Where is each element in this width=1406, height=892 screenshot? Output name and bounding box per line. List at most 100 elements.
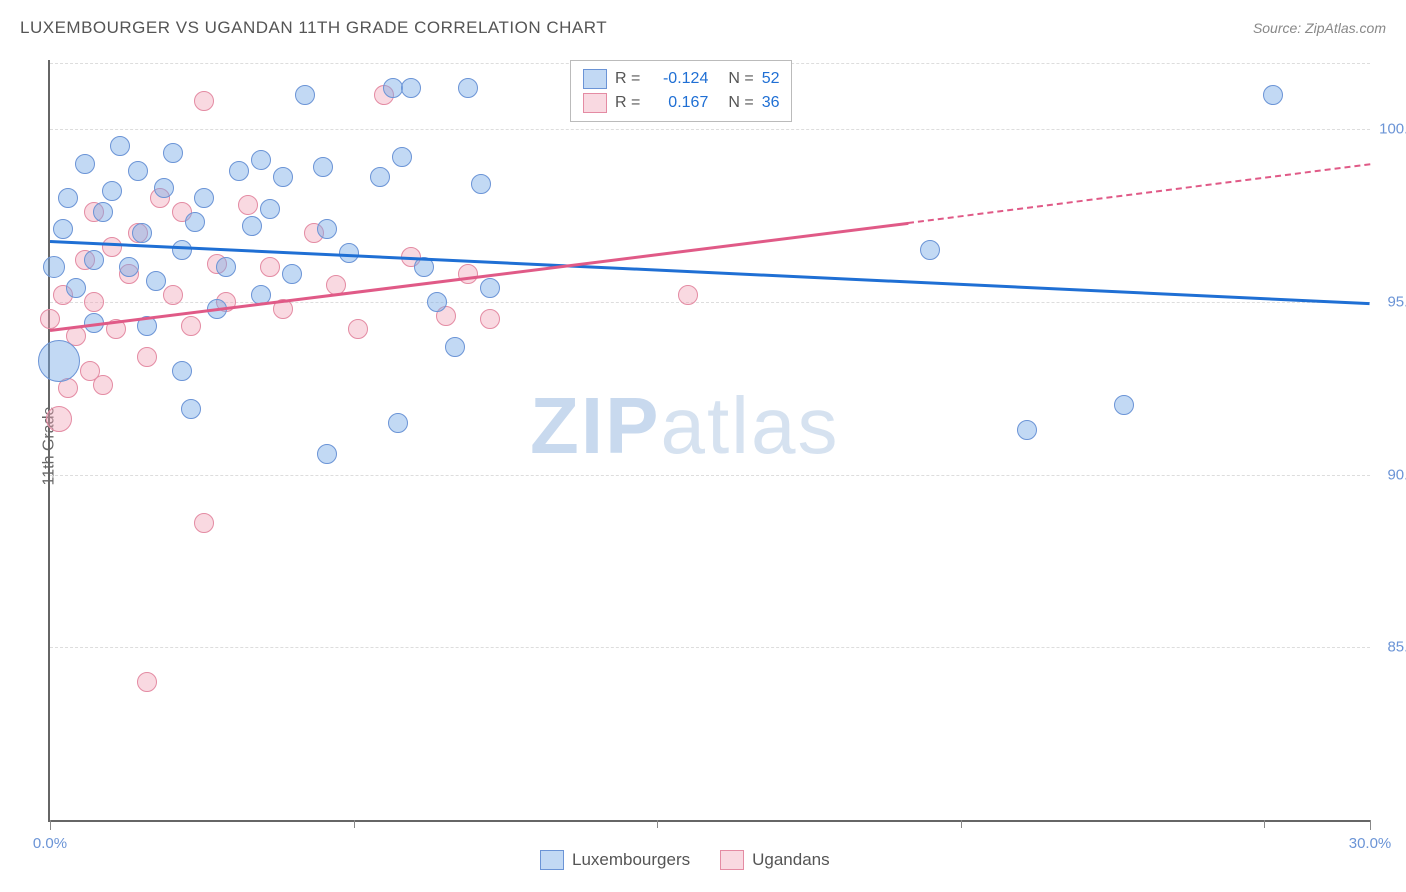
scatter-point-pink [458, 264, 478, 284]
scatter-point-pink [84, 292, 104, 312]
scatter-point-pink [137, 672, 157, 692]
r-value: 0.167 [648, 94, 708, 112]
r-label: R = [615, 70, 640, 88]
chart-container: LUXEMBOURGER VS UGANDAN 11TH GRADE CORRE… [0, 0, 1406, 892]
chart-title: LUXEMBOURGER VS UGANDAN 11TH GRADE CORRE… [20, 18, 607, 38]
scatter-point-blue [458, 78, 478, 98]
scatter-point-pink [46, 406, 72, 432]
scatter-point-blue [260, 199, 280, 219]
scatter-point-blue [401, 78, 421, 98]
scatter-point-blue [84, 250, 104, 270]
pink-swatch-icon [720, 850, 744, 870]
scatter-point-pink [348, 319, 368, 339]
scatter-point-pink [480, 309, 500, 329]
scatter-point-blue [1114, 395, 1134, 415]
legend-label: Ugandans [752, 850, 830, 870]
x-tick-label: 30.0% [1349, 835, 1392, 852]
n-value: 36 [762, 94, 780, 112]
x-tick-mark [1370, 820, 1371, 830]
scatter-point-pink [260, 257, 280, 277]
gridline [50, 475, 1370, 476]
scatter-point-blue [313, 157, 333, 177]
scatter-point-pink [137, 347, 157, 367]
y-tick-label: 85.0% [1375, 639, 1406, 656]
scatter-point-pink [194, 513, 214, 533]
y-tick-label: 95.0% [1375, 293, 1406, 310]
scatter-point-pink [40, 309, 60, 329]
x-tick-mark [354, 820, 355, 828]
scatter-point-blue [146, 271, 166, 291]
scatter-point-blue [185, 212, 205, 232]
legend-label: Luxembourgers [572, 850, 690, 870]
scatter-point-pink [238, 195, 258, 215]
scatter-point-blue [273, 167, 293, 187]
legend-item: Luxembourgers [540, 850, 690, 870]
scatter-point-blue [53, 219, 73, 239]
scatter-point-blue [102, 181, 122, 201]
trendline-pink-dashed [908, 164, 1370, 225]
scatter-point-pink [181, 316, 201, 336]
y-tick-label: 100.0% [1375, 121, 1406, 138]
blue-swatch-icon [583, 69, 607, 89]
scatter-point-blue [471, 174, 491, 194]
scatter-point-blue [427, 292, 447, 312]
scatter-point-pink [678, 285, 698, 305]
x-tick-mark [657, 820, 658, 828]
scatter-point-blue [242, 216, 262, 236]
scatter-point-blue [392, 147, 412, 167]
scatter-point-blue [251, 150, 271, 170]
scatter-point-blue [1263, 85, 1283, 105]
gridline [50, 647, 1370, 648]
scatter-point-blue [75, 154, 95, 174]
blue-swatch-icon [540, 850, 564, 870]
scatter-point-blue [194, 188, 214, 208]
plot-area: ZIPatlas 85.0%90.0%95.0%100.0%0.0%30.0%R… [48, 60, 1370, 822]
scatter-point-blue [58, 188, 78, 208]
legend-row: R = 0.167 N = 36 [583, 91, 779, 115]
scatter-point-blue [370, 167, 390, 187]
scatter-point-blue [110, 136, 130, 156]
scatter-point-blue [38, 340, 80, 382]
gridline [50, 302, 1370, 303]
scatter-point-blue [1017, 420, 1037, 440]
scatter-point-blue [317, 444, 337, 464]
scatter-point-blue [132, 223, 152, 243]
x-tick-mark [961, 820, 962, 828]
scatter-point-blue [445, 337, 465, 357]
scatter-point-blue [216, 257, 236, 277]
r-label: R = [615, 94, 640, 112]
x-tick-mark [50, 820, 51, 830]
scatter-point-blue [172, 361, 192, 381]
scatter-point-pink [163, 285, 183, 305]
x-tick-label: 0.0% [33, 835, 67, 852]
y-tick-label: 90.0% [1375, 466, 1406, 483]
source-label: Source: ZipAtlas.com [1253, 20, 1386, 36]
watermark: ZIPatlas [530, 380, 839, 472]
n-label: N = [728, 70, 753, 88]
scatter-point-blue [480, 278, 500, 298]
scatter-point-blue [295, 85, 315, 105]
pink-swatch-icon [583, 93, 607, 113]
legend-bottom: Luxembourgers Ugandans [540, 850, 830, 870]
n-label: N = [728, 94, 753, 112]
scatter-point-blue [163, 143, 183, 163]
scatter-point-blue [154, 178, 174, 198]
legend-top: R = -0.124 N = 52 R = 0.167 N = 36 [570, 60, 792, 122]
scatter-point-blue [43, 256, 65, 278]
scatter-point-blue [181, 399, 201, 419]
scatter-point-blue [282, 264, 302, 284]
legend-item: Ugandans [720, 850, 830, 870]
scatter-point-blue [920, 240, 940, 260]
scatter-point-blue [172, 240, 192, 260]
r-value: -0.124 [648, 70, 708, 88]
scatter-point-blue [93, 202, 113, 222]
scatter-point-blue [317, 219, 337, 239]
scatter-point-blue [128, 161, 148, 181]
n-value: 52 [762, 70, 780, 88]
legend-row: R = -0.124 N = 52 [583, 67, 779, 91]
gridline [50, 129, 1370, 130]
scatter-point-pink [194, 91, 214, 111]
scatter-point-blue [119, 257, 139, 277]
scatter-point-blue [388, 413, 408, 433]
x-tick-mark [1264, 820, 1265, 828]
